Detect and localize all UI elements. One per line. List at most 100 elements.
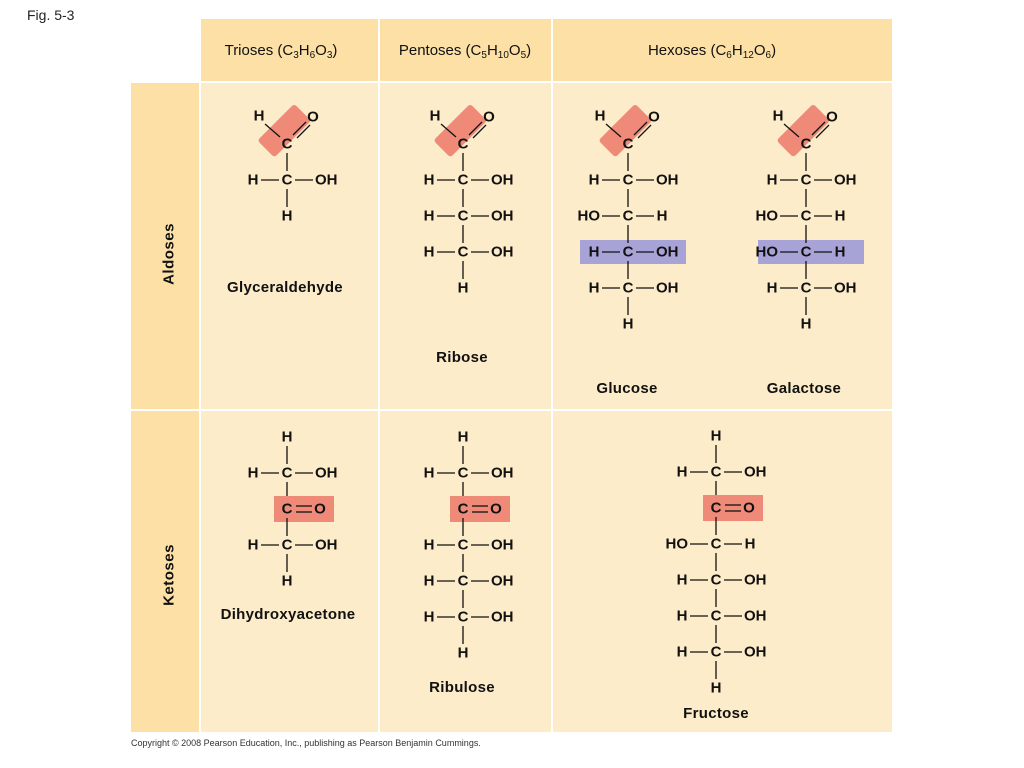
carbon-atom: C xyxy=(801,136,812,153)
bond xyxy=(292,121,307,136)
hydroxyl-group: OH xyxy=(491,172,514,189)
carbon-atom: C xyxy=(711,608,722,625)
hydrogen-atom: H xyxy=(248,537,259,554)
hydrogen-atom: H xyxy=(801,316,812,333)
hydrogen-atom: H xyxy=(595,108,606,125)
carbon-atom: C xyxy=(458,609,469,626)
carbonyl-highlight xyxy=(703,495,763,521)
carbon-atom: C xyxy=(458,136,469,153)
hydroxyl-group: OH xyxy=(491,244,514,261)
hydrogen-atom: H xyxy=(424,537,435,554)
hydroxyl-group: OH xyxy=(315,172,338,189)
hydrogen-atom: H xyxy=(711,428,722,445)
hydrogen-atom: H xyxy=(711,680,722,697)
hydroxyl-group: OH xyxy=(744,572,767,589)
hydrogen-atom: H xyxy=(248,465,259,482)
carbon-atom: C xyxy=(623,280,634,297)
molecule-name-ribose: Ribose xyxy=(436,349,488,366)
hydrogen-atom: H xyxy=(677,644,688,661)
carbon-atom: C xyxy=(711,536,722,553)
hydrogen-atom: H xyxy=(282,208,293,225)
oxygen-atom: O xyxy=(483,109,495,126)
carbon-atom: C xyxy=(711,644,722,661)
carbon-atom: C xyxy=(801,244,812,261)
hydroxyl-group: OH xyxy=(491,465,514,482)
stereo-highlight xyxy=(580,240,686,264)
molecule-name-fructose: Fructose xyxy=(683,705,749,722)
hydrogen-atom: H xyxy=(458,645,469,662)
hydrogen-atom: H xyxy=(657,208,668,225)
hydroxyl-group: OH xyxy=(744,608,767,625)
carbon-atom: C xyxy=(711,500,722,517)
hydroxyl-group: HO xyxy=(666,536,689,553)
hydrogen-atom: H xyxy=(767,172,778,189)
hydroxyl-group: HO xyxy=(756,244,779,261)
hydroxyl-group: OH xyxy=(744,644,767,661)
carbonyl-highlight xyxy=(274,496,334,522)
carbon-atom: C xyxy=(623,244,634,261)
row-label-cell-ketoses xyxy=(131,411,199,732)
oxygen-atom: O xyxy=(314,501,326,518)
carbon-atom: C xyxy=(711,572,722,589)
bond xyxy=(605,123,622,138)
carbon-atom: C xyxy=(801,280,812,297)
carbonyl-highlight xyxy=(599,104,651,157)
carbon-atom: C xyxy=(458,465,469,482)
hydrogen-atom: H xyxy=(424,573,435,590)
hydrogen-atom: H xyxy=(282,573,293,590)
molecule-name-galactose: Galactose xyxy=(766,380,842,397)
hydroxyl-group: OH xyxy=(315,537,338,554)
cell-ketose-pentoses xyxy=(380,411,551,732)
carbon-atom: C xyxy=(458,501,469,518)
hydrogen-atom: H xyxy=(458,429,469,446)
hydrogen-atom: H xyxy=(745,536,756,553)
oxygen-atom: O xyxy=(490,501,502,518)
hydrogen-atom: H xyxy=(248,172,259,189)
carbon-atom: C xyxy=(282,537,293,554)
column-header-trioses: Trioses (C3H6O3) xyxy=(224,42,338,61)
carbonyl-highlight xyxy=(258,104,310,157)
bond xyxy=(815,124,830,139)
carbonyl-highlight xyxy=(777,104,829,157)
carbon-atom: C xyxy=(801,172,812,189)
hydrogen-atom: H xyxy=(254,108,265,125)
carbon-atom: C xyxy=(282,136,293,153)
hydrogen-atom: H xyxy=(677,608,688,625)
header-cell-hexoses xyxy=(553,19,892,81)
carbon-atom: C xyxy=(282,465,293,482)
carbonyl-highlight xyxy=(450,496,510,522)
carbon-atom: C xyxy=(623,136,634,153)
bond xyxy=(440,123,457,138)
carbon-atom: C xyxy=(711,464,722,481)
carbon-atom: C xyxy=(623,172,634,189)
hydrogen-atom: H xyxy=(282,429,293,446)
bond xyxy=(468,121,483,136)
hydrogen-atom: H xyxy=(424,172,435,189)
oxygen-atom: O xyxy=(826,109,838,126)
column-header-hexoses: Hexoses (C6H12O6) xyxy=(647,42,777,61)
cell-ketose-trioses xyxy=(201,411,378,732)
hydroxyl-group: OH xyxy=(491,609,514,626)
molecule-name-glucose: Glucose xyxy=(596,380,658,397)
bond xyxy=(296,124,311,139)
column-header-pentoses: Pentoses (C5H10O5) xyxy=(398,42,532,61)
molecule-name-glyceraldehyde: Glyceraldehyde xyxy=(227,279,343,296)
hydrogen-atom: H xyxy=(835,244,846,261)
hydroxyl-group: OH xyxy=(834,280,857,297)
hydrogen-atom: H xyxy=(767,280,778,297)
hydroxyl-group: OH xyxy=(491,537,514,554)
carbon-atom: C xyxy=(458,172,469,189)
hydroxyl-group: HO xyxy=(578,208,601,225)
hydroxyl-group: OH xyxy=(656,172,679,189)
hydrogen-atom: H xyxy=(835,208,846,225)
carbon-atom: C xyxy=(458,573,469,590)
bond xyxy=(811,121,826,136)
carbon-atom: C xyxy=(458,537,469,554)
oxygen-atom: O xyxy=(307,109,319,126)
carbon-atom: C xyxy=(282,501,293,518)
hydrogen-atom: H xyxy=(424,465,435,482)
carbon-atom: C xyxy=(282,172,293,189)
header-cell-pentoses xyxy=(380,19,551,81)
hydrogen-atom: H xyxy=(589,172,600,189)
hydroxyl-group: OH xyxy=(315,465,338,482)
